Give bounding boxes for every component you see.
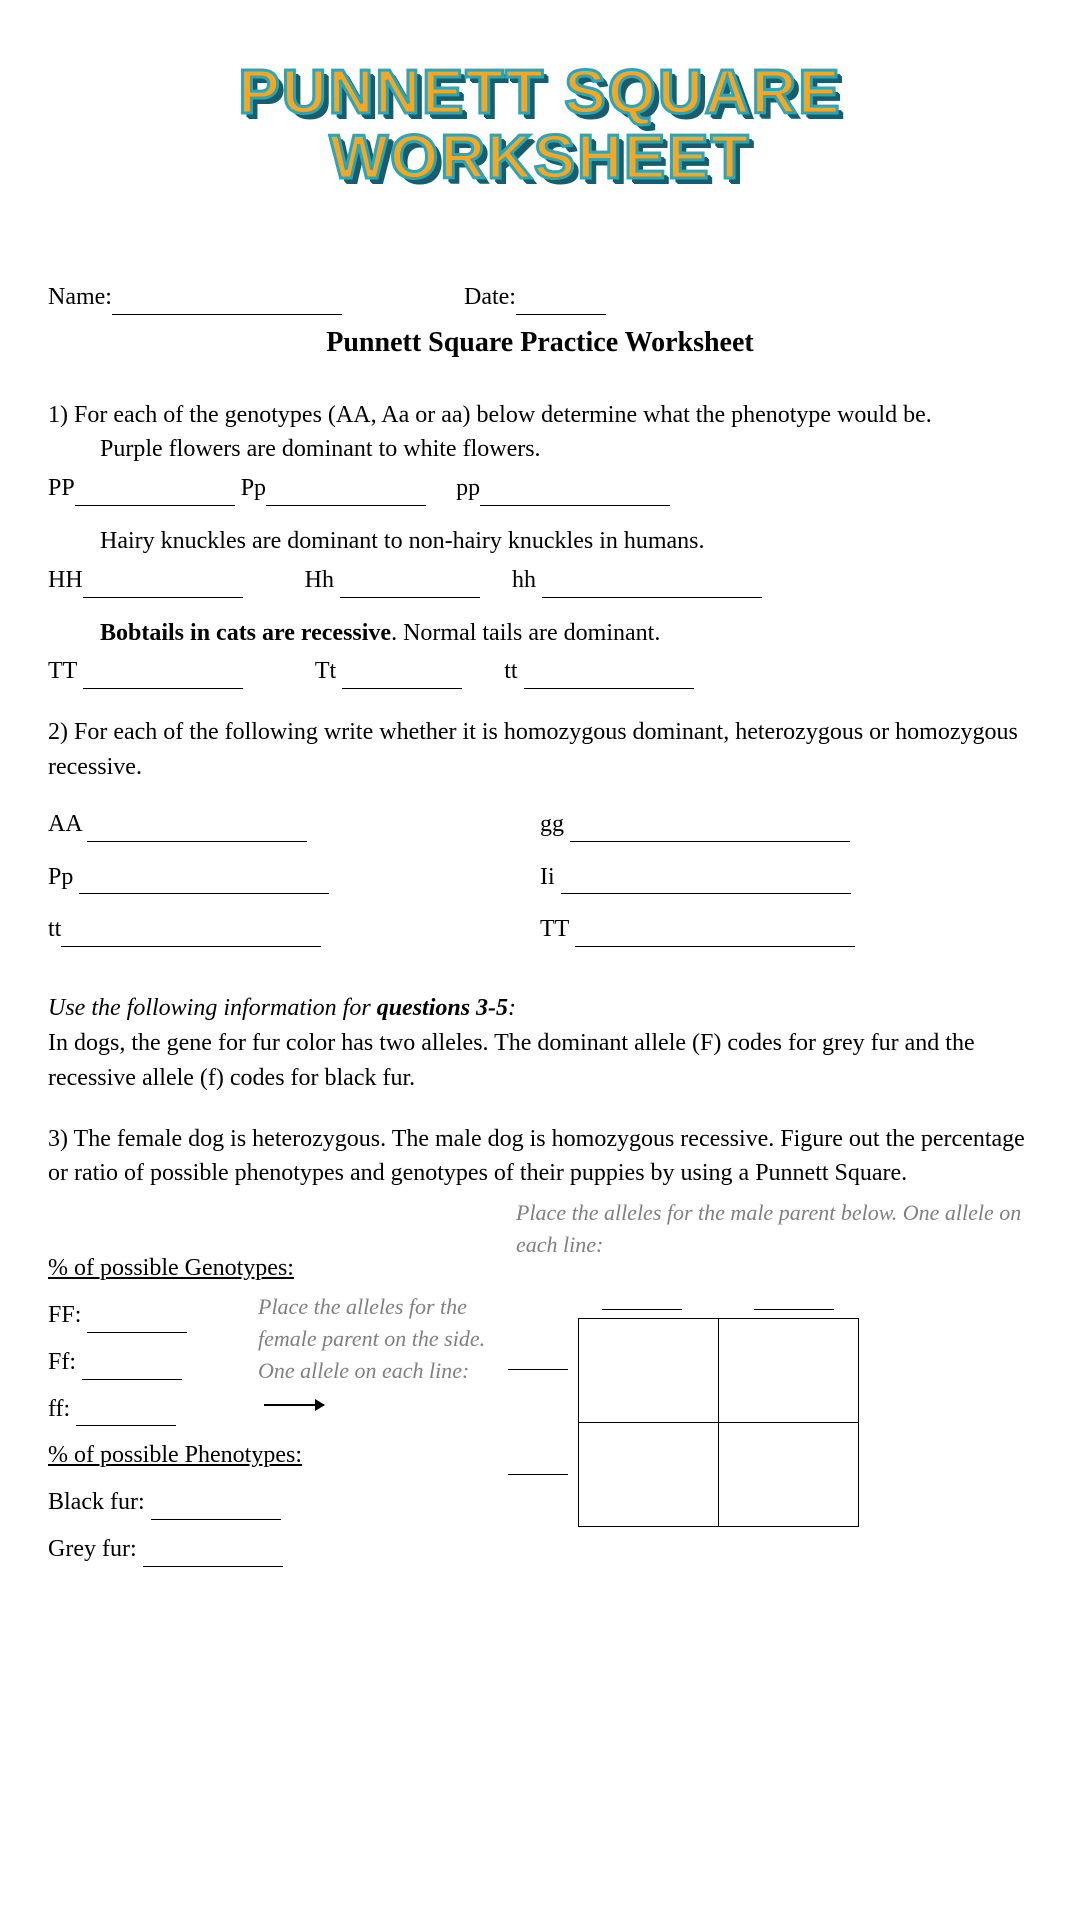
q1-bobtail: Bobtails in cats are recessive. Normal t… <box>100 616 1032 651</box>
geno-label: Ff: <box>48 1349 76 1375</box>
punnett-cell[interactable] <box>579 1422 719 1526</box>
q2-item: tt <box>48 916 61 942</box>
q1-hairy: Hairy knuckles are dominant to non-hairy… <box>100 524 1032 559</box>
female-parent-note: Place the alleles for the female parent … <box>258 1291 518 1419</box>
q1-hairy-genos: HH Hh hh <box>48 563 1032 598</box>
q3-left-column: % of possible Genotypes: FF: Ff: ff: % o… <box>48 1197 508 1579</box>
info-bold: questions 3-5 <box>377 995 508 1021</box>
q1-lead: 1) For each of the genotypes (AA, Aa or … <box>48 398 1032 433</box>
name-label: Name: <box>48 284 112 310</box>
banner-line1: PUNNETT SQUARE <box>238 58 841 127</box>
q1-bobtail-rest: . Normal tails are dominant. <box>391 620 660 646</box>
pheno-label: Grey fur: <box>48 1536 137 1562</box>
answer-blank[interactable] <box>266 505 426 506</box>
worksheet-title: Punnett Square Practice Worksheet <box>48 323 1032 364</box>
answer-blank[interactable] <box>82 1379 182 1380</box>
banner-title: PUNNETT SQUARE WORKSHEET <box>48 60 1032 190</box>
answer-blank[interactable] <box>542 597 762 598</box>
q1-purple-genos: PP Pp pp <box>48 471 1032 506</box>
female-allele-blank[interactable] <box>508 1474 568 1475</box>
q2-item: Pp <box>48 864 73 890</box>
answer-blank[interactable] <box>480 505 670 506</box>
punnett-cell[interactable] <box>719 1422 859 1526</box>
q1-bobtail-bold: Bobtails in cats are recessive <box>100 620 391 646</box>
female-allele-blank[interactable] <box>508 1369 568 1370</box>
answer-blank[interactable] <box>561 893 851 894</box>
name-blank[interactable] <box>112 314 342 315</box>
question-2: 2) For each of the following write wheth… <box>48 715 1032 965</box>
q1-bobtail-genos: TT Tt tt <box>48 654 1032 689</box>
q3-right-column: Place the alleles for the male parent be… <box>508 1197 1032 1527</box>
arrow-icon <box>264 1404 324 1406</box>
geno-header: % of possible Genotypes: <box>48 1255 294 1281</box>
punnett-square <box>508 1275 1032 1527</box>
answer-blank[interactable] <box>79 893 329 894</box>
q2-lead: 2) For each of the following write wheth… <box>48 715 1032 785</box>
answer-blank[interactable] <box>575 946 855 947</box>
punnett-cell[interactable] <box>719 1318 859 1422</box>
name-date-row: Name: Date: <box>48 280 1032 315</box>
question-1: 1) For each of the genotypes (AA, Aa or … <box>48 398 1032 690</box>
geno-label: ff: <box>48 1396 70 1422</box>
q2-item: TT <box>540 916 569 942</box>
banner-line2: WORKSHEET <box>330 123 751 192</box>
female-note-text: Place the alleles for the female parent … <box>258 1294 485 1383</box>
q2-item: gg <box>540 811 564 837</box>
geno: TT <box>48 658 77 684</box>
answer-blank[interactable] <box>524 688 694 689</box>
geno: HH <box>48 567 83 593</box>
geno: Hh <box>305 567 334 593</box>
answer-blank[interactable] <box>87 841 307 842</box>
question-3: 3) The female dog is heterozygous. The m… <box>48 1122 1032 1579</box>
geno: hh <box>512 567 536 593</box>
male-parent-note: Place the alleles for the male parent be… <box>516 1197 1032 1261</box>
answer-blank[interactable] <box>83 688 243 689</box>
answer-blank[interactable] <box>61 946 321 947</box>
punnett-cell[interactable] <box>579 1318 719 1422</box>
male-allele-blank[interactable] <box>602 1309 682 1310</box>
q3-lead: 3) The female dog is heterozygous. The m… <box>48 1122 1032 1192</box>
geno: Tt <box>315 658 336 684</box>
date-label: Date: <box>464 284 516 310</box>
geno: pp <box>456 475 480 501</box>
answer-blank[interactable] <box>151 1519 281 1520</box>
pheno-label: Black fur: <box>48 1489 145 1515</box>
male-allele-blank[interactable] <box>754 1309 834 1310</box>
answer-blank[interactable] <box>143 1566 283 1567</box>
q2-item: AA <box>48 811 81 837</box>
worksheet-body: Name: Date: Punnett Square Practice Work… <box>48 280 1032 1579</box>
answer-blank[interactable] <box>570 841 850 842</box>
geno-label: FF: <box>48 1302 81 1328</box>
geno: PP <box>48 475 75 501</box>
q1-purple: Purple flowers are dominant to white flo… <box>100 432 1032 467</box>
punnett-table <box>578 1318 859 1527</box>
geno: tt <box>504 658 517 684</box>
answer-blank[interactable] <box>76 1425 176 1426</box>
info-intro: Use the following information for <box>48 995 377 1021</box>
info-3-5: Use the following information for questi… <box>48 991 1032 1095</box>
info-colon: : <box>508 995 516 1021</box>
info-body: In dogs, the gene for fur color has two … <box>48 1026 1032 1096</box>
answer-blank[interactable] <box>75 505 235 506</box>
pheno-header: % of possible Phenotypes: <box>48 1442 302 1468</box>
geno: Pp <box>241 475 266 501</box>
q2-item: Ii <box>540 864 555 890</box>
date-blank[interactable] <box>516 314 606 315</box>
q2-grid: AA gg Pp Ii tt TT <box>48 807 1032 965</box>
answer-blank[interactable] <box>342 688 462 689</box>
answer-blank[interactable] <box>87 1332 187 1333</box>
answer-blank[interactable] <box>340 597 480 598</box>
answer-blank[interactable] <box>83 597 243 598</box>
